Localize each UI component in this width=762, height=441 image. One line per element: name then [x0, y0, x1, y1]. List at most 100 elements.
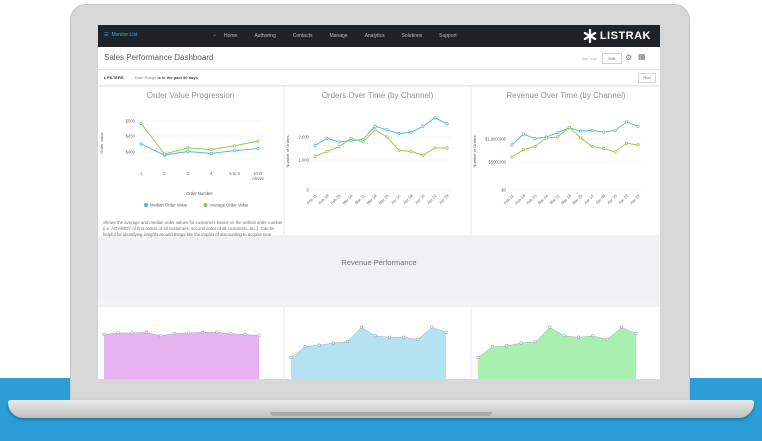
x-tick-label: 1 [140, 171, 143, 176]
x-tick-label: Feb 18 [514, 193, 527, 206]
data-point [533, 339, 538, 344]
series-line-offline [511, 121, 639, 146]
panel-title: Revenue Over Time (by Channel) [506, 91, 626, 100]
y-tick-label: $400 [126, 150, 136, 155]
series-line-median-order-value [140, 143, 259, 156]
nav-manage[interactable]: Manage [329, 33, 348, 39]
nav-home[interactable]: Home [224, 33, 238, 39]
filters-toggle[interactable]: ▸ FILTERS [104, 75, 124, 80]
grid-icon[interactable]: ▦ [638, 52, 646, 61]
y-tick-label: $450 [126, 134, 136, 139]
chevron-down-icon[interactable]: ⌄ [212, 32, 218, 38]
data-point [421, 153, 425, 157]
data-point [624, 141, 629, 145]
listrak-logo[interactable]: LISTRAK [583, 29, 651, 43]
orders-channel-panel: Orders Over Time (by Channel) 2,000 1,000… [285, 87, 470, 250]
top-navigation: ☰ Monitor List ⌄ Home Authoring Contacts… [98, 25, 660, 47]
data-point [476, 355, 480, 360]
edit-button[interactable]: Edit [602, 53, 622, 64]
area-outline [103, 331, 260, 337]
data-point [590, 144, 594, 149]
data-point [602, 147, 606, 151]
data-point [313, 154, 317, 158]
data-point [548, 325, 552, 329]
order-value-panel: Order Value Progression $500 $450 $400 Orde… [98, 87, 283, 243]
x-tick-label: Apr 15 [414, 193, 426, 205]
data-point [186, 146, 190, 150]
laptop-base [8, 400, 754, 418]
revenue-area-panel-2 [285, 307, 470, 379]
x-tick-label: Apr 01 [583, 193, 595, 205]
x-tick-label: Mar 25 [377, 193, 390, 206]
legend-label: Average Order Value [209, 203, 249, 208]
nav-analytics[interactable]: Analytics [364, 33, 385, 39]
area-fill [104, 332, 259, 379]
data-point [303, 344, 307, 349]
x-tick-label: 10 or [253, 171, 263, 176]
data-point [445, 122, 449, 126]
data-point [337, 145, 341, 149]
data-point [373, 128, 377, 132]
x-tick-label: Apr 22 [617, 193, 629, 205]
data-point [590, 128, 594, 133]
data-point [233, 149, 237, 153]
data-point [605, 337, 609, 342]
data-point [158, 334, 162, 338]
data-point [397, 148, 401, 152]
data-point [445, 146, 449, 150]
data-point [243, 332, 247, 336]
nav-solutions[interactable]: Solutions [401, 33, 423, 39]
nav-contacts[interactable]: Contacts [292, 33, 313, 39]
revenue-area-chart-2 [289, 325, 448, 379]
data-point [385, 128, 389, 132]
revenue-area-panel-3 [472, 307, 660, 379]
data-point [373, 124, 377, 128]
data-point [257, 334, 261, 338]
data-point [402, 335, 406, 339]
x-tick-label: 2 [163, 171, 166, 176]
data-point [139, 142, 143, 146]
panel-title: Orders Over Time (by Channel) [321, 91, 434, 100]
nav-authoring[interactable]: Authoring [254, 33, 276, 39]
y-tick-label: 1,000 [299, 158, 310, 163]
data-point [510, 155, 514, 159]
x-tick-label: Above [252, 176, 265, 181]
data-point [409, 149, 413, 154]
data-point [388, 335, 392, 339]
data-point [331, 341, 335, 345]
run-button[interactable]: Run [638, 73, 656, 83]
data-point [102, 332, 106, 336]
data-point [444, 330, 448, 334]
x-tick-label: Apr 29 [438, 193, 450, 205]
x-tick-label: Mar 11 [354, 193, 367, 206]
section-title: Revenue Performance [341, 258, 417, 267]
data-point [490, 344, 494, 349]
revenue-channel-panel: Revenue Over Time (by Channel) $1,000,00… [472, 87, 660, 250]
data-point [409, 130, 413, 134]
data-point [313, 143, 317, 148]
x-tick-label: 3 [187, 171, 190, 176]
area-outline [290, 326, 447, 358]
y-tick-label: $500,000 [489, 160, 507, 165]
data-point [186, 149, 190, 154]
filters-label: FILTERS [107, 75, 124, 80]
last-updated-text: just now [582, 56, 597, 61]
legend-swatch [203, 203, 208, 207]
data-point [233, 144, 237, 148]
data-point [636, 124, 640, 128]
nav-support[interactable]: Support [439, 33, 457, 39]
data-point [521, 148, 526, 152]
data-point [634, 332, 638, 336]
monitor-list-menu[interactable]: ☰ Monitor List ⌄ [104, 32, 217, 38]
y-tick-label: $1,000,000 [485, 137, 507, 142]
data-point [361, 137, 365, 142]
orders-channel-chart: 2,000 1,000 0 Number of Orders Feb 11 Feb 18 F… [285, 116, 451, 206]
data-point [505, 344, 509, 348]
y-tick-label: 0 [307, 188, 310, 193]
x-tick-label: Mar 11 [548, 193, 561, 206]
x-tick-label: Feb 11 [306, 193, 319, 206]
data-point [562, 334, 566, 338]
gear-icon[interactable]: ⚙ [625, 53, 633, 62]
y-axis-label: Number of Orders [285, 135, 290, 167]
filter-summary[interactable]: Date Range is in the past 90 days [135, 75, 198, 80]
